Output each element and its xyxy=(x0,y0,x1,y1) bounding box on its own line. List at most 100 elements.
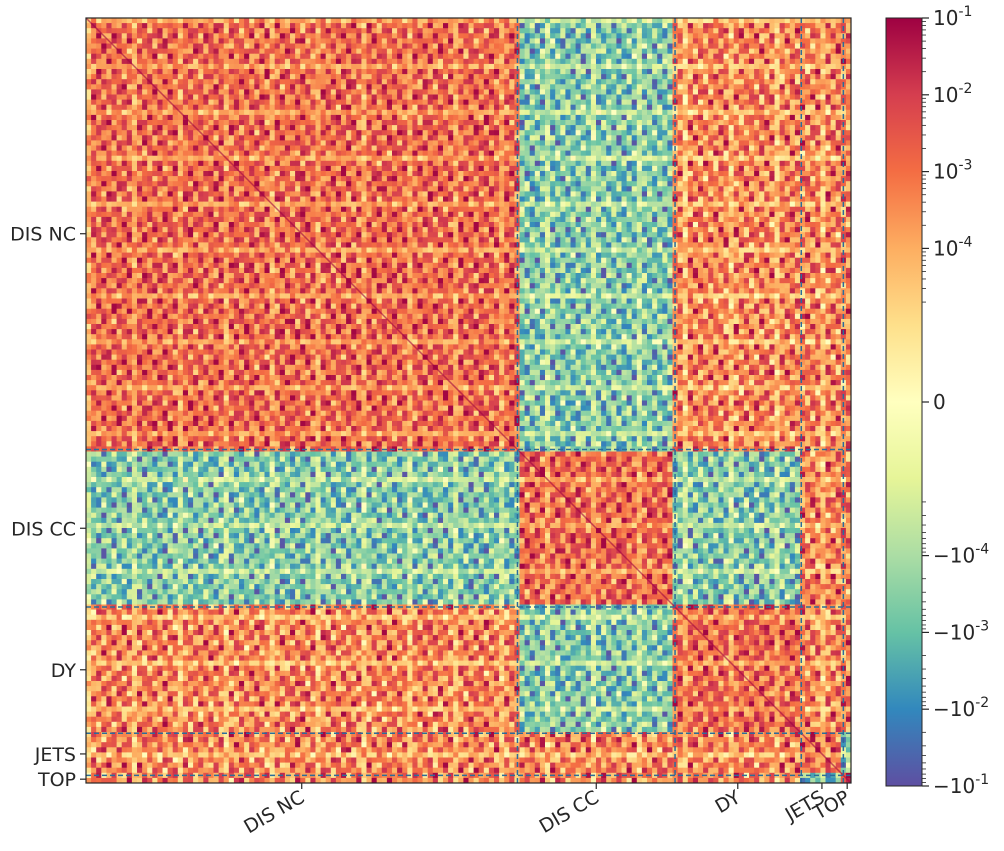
heatmap-cell xyxy=(473,181,480,187)
heatmap-cell xyxy=(550,94,556,100)
heatmap-cell xyxy=(335,58,342,65)
heatmap-cell xyxy=(315,58,321,65)
heatmap-cell xyxy=(657,53,663,60)
heatmap-cell xyxy=(167,186,174,192)
heatmap-cell xyxy=(361,94,367,100)
heatmap-cell xyxy=(417,140,423,146)
heatmap-cell xyxy=(805,79,811,85)
heatmap-cell xyxy=(111,63,117,70)
heatmap-cell xyxy=(376,145,383,151)
heatmap-cell xyxy=(647,18,653,24)
heatmap-cell xyxy=(142,171,148,177)
heatmap-cell xyxy=(448,28,454,34)
heatmap-cell xyxy=(504,89,510,95)
heatmap-cell xyxy=(172,69,179,75)
heatmap-cell xyxy=(182,181,189,187)
heatmap-cell xyxy=(101,43,107,49)
heatmap-cell xyxy=(142,114,148,121)
heatmap-cell xyxy=(478,99,485,106)
heatmap-cell xyxy=(662,145,668,151)
heatmap-cell xyxy=(840,165,847,172)
heatmap-cell xyxy=(545,181,551,187)
heatmap-cell xyxy=(366,130,372,136)
heatmap-cell xyxy=(376,58,383,65)
heatmap-cell xyxy=(96,130,102,136)
heatmap-cell xyxy=(575,145,582,151)
heatmap-cell xyxy=(611,33,617,39)
heatmap-cell xyxy=(417,135,423,141)
heatmap-cell xyxy=(779,120,786,126)
heatmap-cell xyxy=(290,28,296,34)
heatmap-cell xyxy=(392,38,398,44)
heatmap-cell xyxy=(524,69,531,75)
heatmap-cell xyxy=(356,48,362,55)
heatmap-cell xyxy=(412,135,418,141)
heatmap-cell xyxy=(713,181,719,187)
heatmap-cell xyxy=(351,145,357,151)
heatmap-cell xyxy=(121,145,128,151)
heatmap-cell xyxy=(830,150,837,157)
heatmap-cell xyxy=(483,53,490,60)
heatmap-cell xyxy=(606,89,612,95)
heatmap-cell xyxy=(203,53,209,60)
heatmap-cell xyxy=(667,38,673,44)
heatmap-cell xyxy=(131,140,138,146)
heatmap-cell xyxy=(539,33,546,39)
heatmap-cell xyxy=(641,130,648,136)
heatmap-cell xyxy=(759,150,765,157)
heatmap-cell xyxy=(305,48,311,55)
heatmap-cell xyxy=(172,176,179,182)
heatmap-cell xyxy=(427,109,434,116)
heatmap-cell xyxy=(570,155,576,162)
heatmap-cell xyxy=(708,43,714,49)
heatmap-cell xyxy=(728,130,735,136)
heatmap-cell xyxy=(239,176,245,182)
heatmap-cell xyxy=(386,38,393,44)
heatmap-cell xyxy=(417,38,423,44)
heatmap-cell xyxy=(249,104,255,111)
heatmap-cell xyxy=(356,114,362,121)
heatmap-cell xyxy=(269,109,276,116)
heatmap-cell xyxy=(443,160,449,167)
heatmap-cell xyxy=(575,74,582,80)
heatmap-cell xyxy=(677,135,684,141)
heatmap-cell xyxy=(437,145,444,151)
heatmap-cell xyxy=(116,125,123,131)
heatmap-cell xyxy=(437,155,444,162)
heatmap-cell xyxy=(692,181,699,187)
heatmap-cell xyxy=(203,165,209,172)
heatmap-cell xyxy=(152,53,158,60)
heatmap-cell xyxy=(708,104,714,111)
heatmap-cell xyxy=(830,33,837,39)
heatmap-cell xyxy=(815,155,821,162)
heatmap-cell xyxy=(473,28,480,34)
heatmap-cell xyxy=(667,79,673,85)
heatmap-cell xyxy=(784,145,791,151)
heatmap-cell xyxy=(779,48,786,55)
heatmap-cell xyxy=(718,171,724,177)
heatmap-cell xyxy=(647,114,653,121)
heatmap-cell xyxy=(330,109,337,116)
heatmap-cell xyxy=(514,94,520,100)
heatmap-cell xyxy=(789,43,796,49)
heatmap-cell xyxy=(320,99,327,106)
heatmap-cell xyxy=(621,171,627,177)
heatmap-cell xyxy=(274,160,281,167)
heatmap-cell xyxy=(106,94,112,100)
heatmap-cell xyxy=(162,109,168,116)
heatmap-cell xyxy=(473,135,480,141)
heatmap-cell xyxy=(769,94,775,100)
heatmap-cell xyxy=(764,160,770,167)
heatmap-cell xyxy=(152,89,158,95)
heatmap-cell xyxy=(381,43,388,49)
heatmap-cell xyxy=(774,165,780,172)
heatmap-cell xyxy=(499,140,505,146)
heatmap-cell xyxy=(698,181,704,187)
heatmap-cell xyxy=(443,125,449,131)
heatmap-cell xyxy=(274,165,281,172)
heatmap-cell xyxy=(652,135,658,141)
heatmap-cell xyxy=(794,79,801,85)
heatmap-cell xyxy=(101,186,107,192)
heatmap-cell xyxy=(182,155,189,162)
heatmap-cell xyxy=(575,84,582,90)
